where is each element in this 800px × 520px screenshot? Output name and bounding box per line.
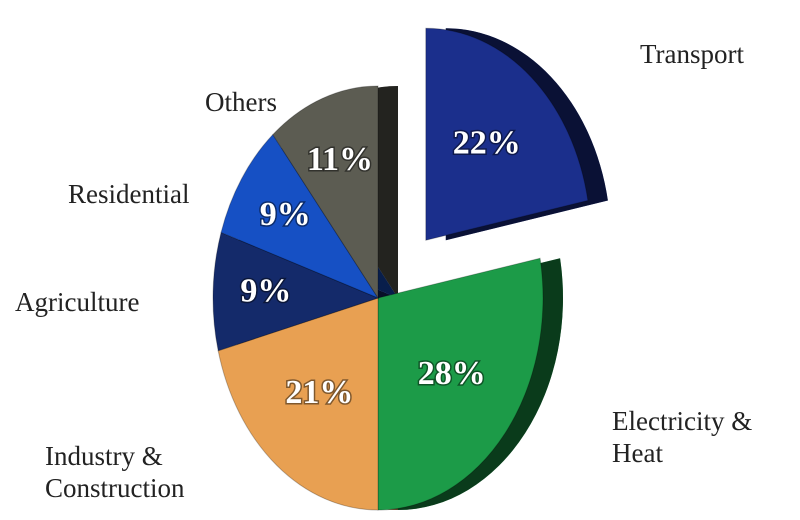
category-label: Residential [68, 179, 190, 209]
value-label: 22% [453, 124, 521, 161]
category-label: Others [205, 87, 277, 117]
value-label: 28% [418, 355, 486, 392]
category-label: Agriculture [15, 287, 140, 317]
slice [220, 133, 380, 300]
category-label: Industry & Construction [45, 441, 185, 503]
slice [212, 231, 380, 352]
category-label: Electricity & Heat [612, 406, 753, 468]
value-label: 9% [260, 196, 311, 233]
value-label: 9% [240, 272, 291, 309]
value-label: 21% [285, 374, 353, 411]
slice [217, 297, 379, 511]
slice [377, 257, 544, 511]
slice [425, 27, 589, 241]
slice [272, 85, 379, 300]
value-label: 11% [307, 141, 373, 178]
category-label: Transport [640, 39, 745, 69]
